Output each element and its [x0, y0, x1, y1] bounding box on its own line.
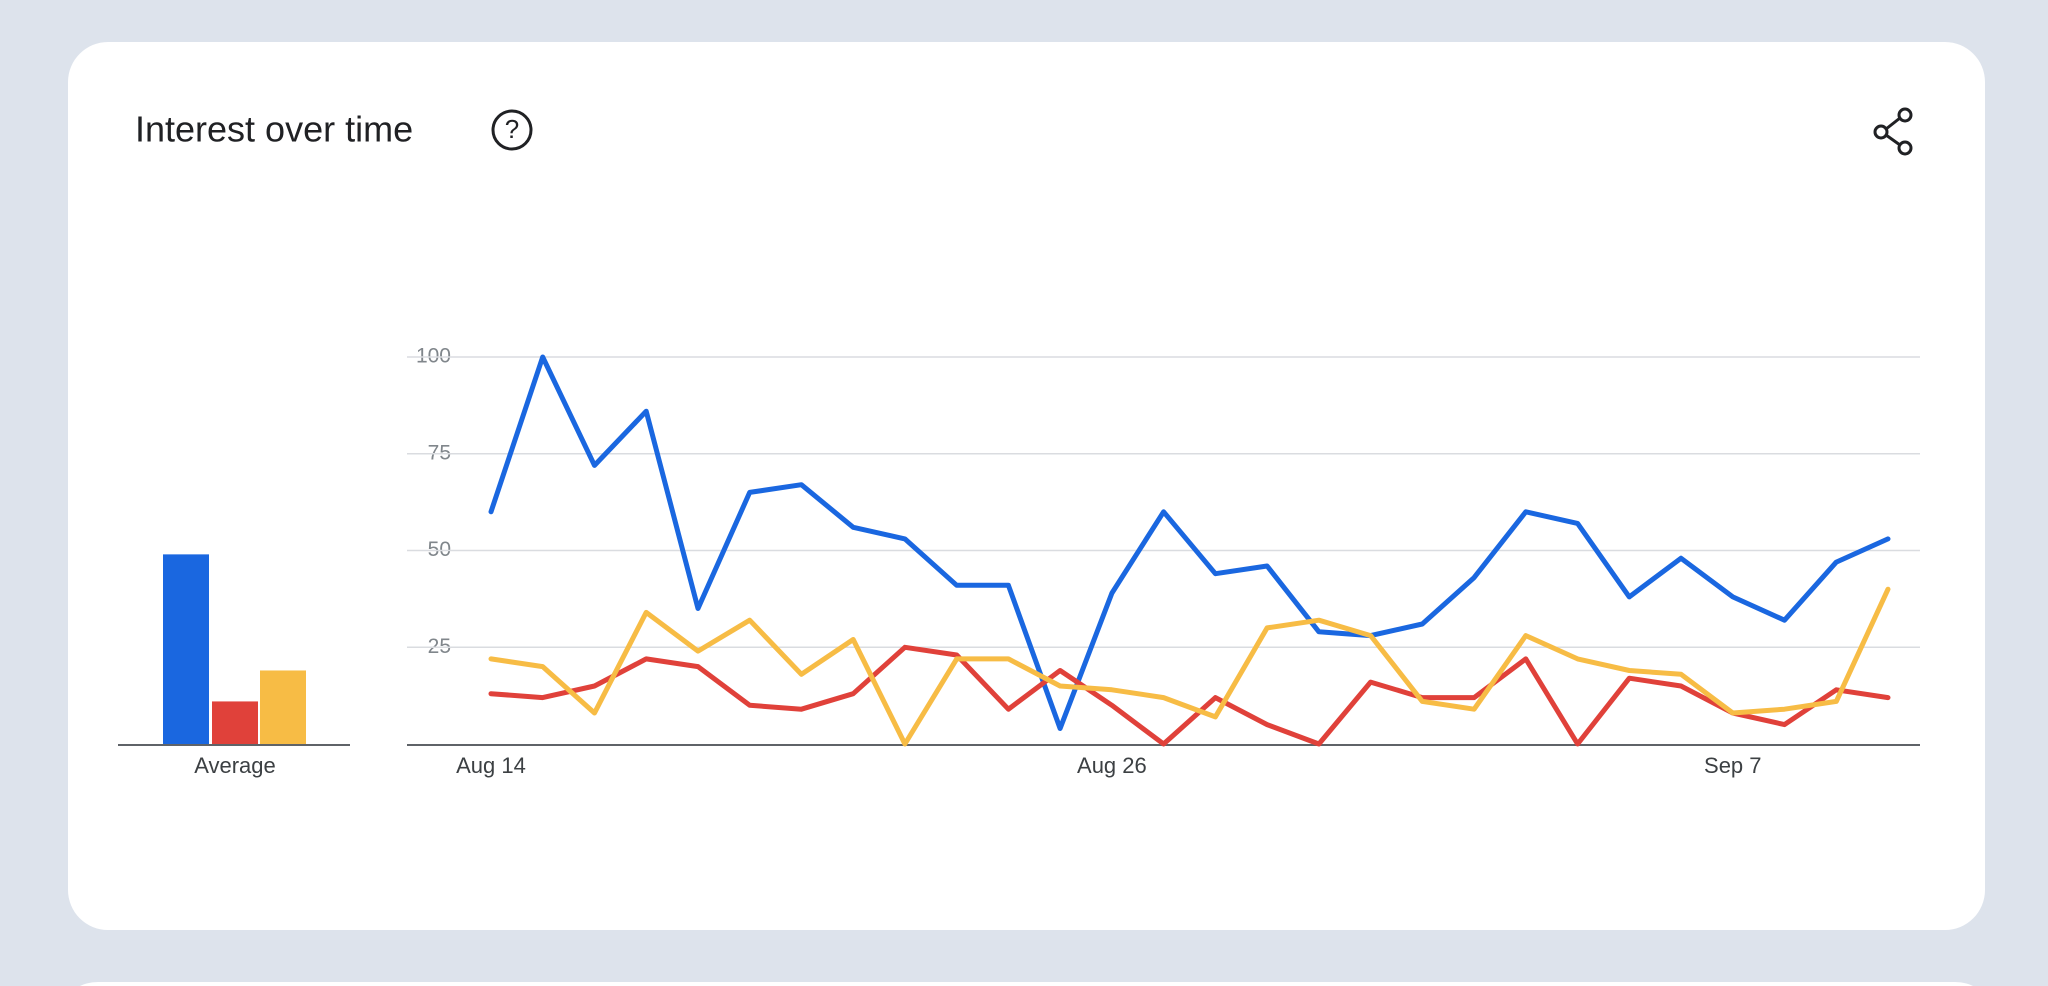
x-tick-label: Aug 26 [1077, 753, 1147, 778]
series-line [488, 354, 1891, 731]
chart-title: Interest over time [135, 109, 413, 150]
share-icon[interactable] [1873, 107, 1913, 156]
average-bar [163, 554, 209, 744]
x-tick-label: Aug 14 [456, 753, 526, 778]
average-bar [212, 701, 258, 744]
series-line [488, 644, 1891, 747]
y-tick-label: 75 [428, 441, 451, 464]
average-bar [260, 670, 306, 744]
card [68, 42, 1985, 930]
help-icon[interactable]: ? [491, 109, 533, 151]
y-tick-label: 25 [428, 635, 451, 658]
x-tick-label: Sep 7 [1704, 753, 1762, 778]
svg-text:?: ? [505, 114, 519, 144]
average-label: Average [194, 753, 276, 778]
series-line [488, 586, 1891, 747]
next-card [80, 982, 1973, 986]
y-tick-label: 50 [428, 538, 451, 561]
y-tick-label: 100 [416, 345, 451, 368]
